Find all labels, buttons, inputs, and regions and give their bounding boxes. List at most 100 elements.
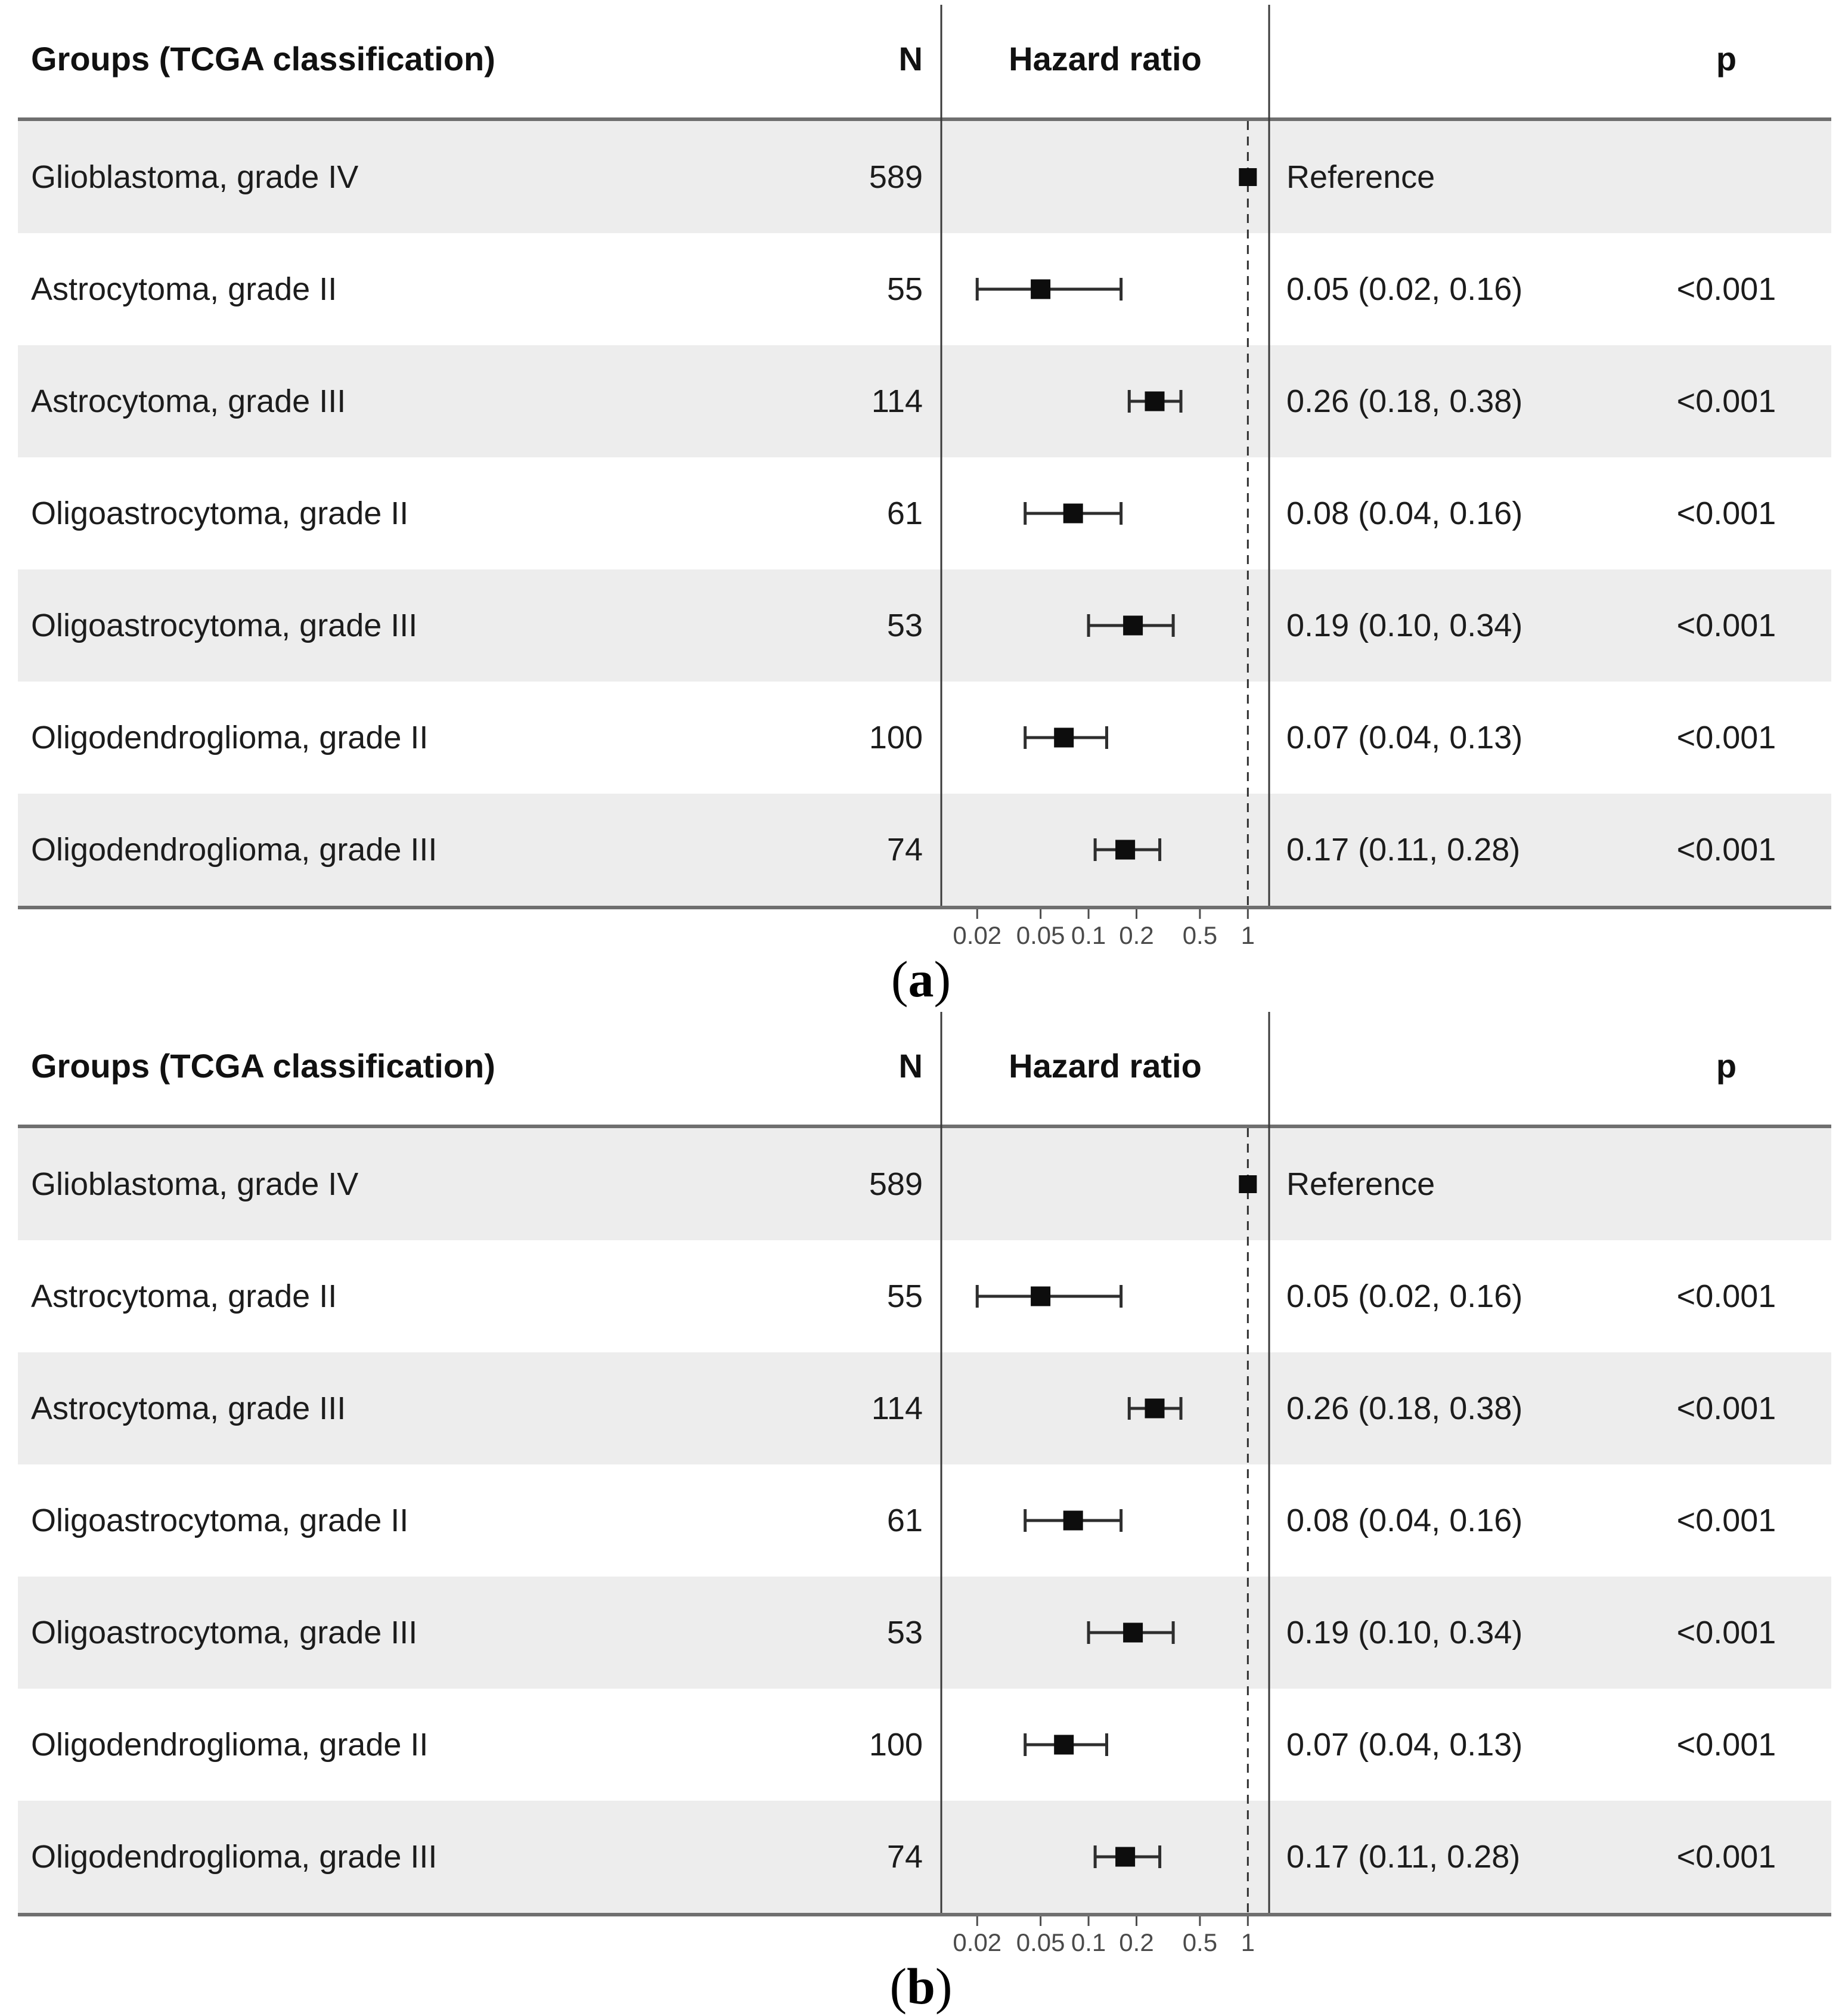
group-label: Oligoastrocytoma, grade II: [31, 496, 409, 531]
caption-paren-close: ): [935, 1958, 953, 2015]
p-value: <0.001: [1676, 496, 1776, 531]
p-value: <0.001: [1676, 1839, 1776, 1875]
axis-tick-label: 0.5: [1182, 1928, 1218, 1956]
hazard-ratio-value: 0.17 (0.11, 0.28): [1286, 832, 1521, 868]
p-value: <0.001: [1676, 1615, 1776, 1650]
p-value: <0.001: [1676, 271, 1776, 307]
n-value: 589: [869, 1166, 923, 1202]
hazard-ratio-value: 0.19 (0.10, 0.34): [1286, 608, 1523, 643]
p-value: <0.001: [1676, 1278, 1776, 1314]
column-header-hazard-ratio: Hazard ratio: [1009, 40, 1202, 78]
axis-tick-label: 0.1: [1071, 921, 1106, 949]
n-value: 74: [886, 832, 923, 868]
table-row: Glioblastoma, grade IV 589 Reference: [18, 121, 1831, 233]
table-top-border: [18, 117, 1831, 121]
axis-tick-label: 0.2: [1119, 921, 1154, 949]
group-label: Oligoastrocytoma, grade III: [31, 1615, 418, 1650]
caption-letter: b: [907, 1958, 935, 2015]
group-label: Oligoastrocytoma, grade III: [31, 608, 418, 643]
group-label: Oligoastrocytoma, grade II: [31, 1503, 409, 1538]
p-value: <0.001: [1676, 832, 1776, 868]
p-value: <0.001: [1676, 383, 1776, 419]
axis-tick-label: 1: [1241, 921, 1255, 949]
hazard-ratio-value: 0.26 (0.18, 0.38): [1286, 1391, 1523, 1426]
n-value: 55: [886, 271, 923, 307]
forest-panel-a: Glioblastoma, grade IV 589 Reference Ast…: [0, 0, 1842, 1009]
group-label: Astrocytoma, grade III: [31, 383, 346, 419]
hazard-ratio-value: 0.08 (0.04, 0.16): [1286, 496, 1523, 531]
n-value: 114: [871, 383, 923, 419]
axis-tick-label: 0.02: [953, 921, 1002, 949]
caption-paren-close: ): [934, 950, 951, 1008]
column-header-p: p: [1716, 40, 1737, 78]
hazard-ratio-value: 0.05 (0.02, 0.16): [1286, 1278, 1523, 1314]
hazard-ratio-value: 0.26 (0.18, 0.38): [1286, 383, 1523, 419]
p-value: <0.001: [1676, 1503, 1776, 1538]
hazard-ratio-value: 0.07 (0.04, 0.13): [1286, 720, 1523, 755]
group-label: Glioblastoma, grade IV: [31, 1166, 359, 1202]
column-header-hazard-ratio: Hazard ratio: [1009, 1047, 1202, 1085]
n-value: 589: [869, 159, 923, 195]
n-value: 74: [886, 1839, 923, 1875]
hazard-ratio-value: 0.07 (0.04, 0.13): [1286, 1727, 1523, 1763]
group-label: Astrocytoma, grade II: [31, 271, 337, 307]
table-row: Oligodendroglioma, grade II 100 0.07 (0.…: [18, 682, 1831, 794]
hazard-ratio-value: 0.17 (0.11, 0.28): [1286, 1839, 1521, 1875]
table-bottom-border: [18, 1913, 1831, 1916]
table-row: Oligodendroglioma, grade III 74 0.17 (0.…: [18, 1801, 1831, 1913]
table-row: Oligodendroglioma, grade III 74 0.17 (0.…: [18, 794, 1831, 906]
table-bottom-border: [18, 906, 1831, 909]
table-row: Astrocytoma, grade III 114 0.26 (0.18, 0…: [18, 345, 1831, 457]
table-row: Oligoastrocytoma, grade III 53 0.19 (0.1…: [18, 569, 1831, 682]
n-value: 114: [871, 1391, 923, 1426]
table-row: Oligoastrocytoma, grade II 61 0.08 (0.04…: [18, 457, 1831, 569]
column-header-groups: Groups (TCGA classification): [31, 1047, 495, 1085]
n-value: 53: [886, 608, 923, 643]
table-row: Oligoastrocytoma, grade III 53 0.19 (0.1…: [18, 1577, 1831, 1689]
panel-caption-a: (a): [0, 949, 1842, 1009]
axis-tick-label: 0.05: [1016, 921, 1065, 949]
n-value: 61: [886, 496, 923, 531]
table-row: Astrocytoma, grade II 55 0.05 (0.02, 0.1…: [18, 1240, 1831, 1352]
n-value: 61: [886, 1503, 923, 1538]
x-axis-tick-labels: 0.02 0.05 0.1 0.2 0.5 1: [0, 1928, 1842, 1959]
group-label: Oligodendroglioma, grade III: [31, 1839, 438, 1875]
table-row: Oligodendroglioma, grade II 100 0.07 (0.…: [18, 1689, 1831, 1801]
panel-caption-b: (b): [0, 1956, 1842, 2016]
axis-tick-label: 1: [1241, 1928, 1255, 1956]
n-value: 100: [869, 1727, 923, 1763]
group-label: Oligodendroglioma, grade II: [31, 720, 429, 755]
caption-paren-open: (: [891, 950, 908, 1008]
caption-letter: a: [908, 950, 934, 1008]
column-header-groups: Groups (TCGA classification): [31, 40, 495, 78]
p-value: [1637, 121, 1816, 233]
column-header-p: p: [1716, 1047, 1737, 1085]
table-row: Astrocytoma, grade II 55 0.05 (0.02, 0.1…: [18, 233, 1831, 345]
caption-paren-open: (: [889, 1958, 907, 2015]
p-value: <0.001: [1676, 1391, 1776, 1426]
hazard-ratio-value: 0.05 (0.02, 0.16): [1286, 271, 1523, 307]
table-rows: Glioblastoma, grade IV 589 Reference Ast…: [0, 0, 1842, 1007]
axis-tick-label: 0.5: [1182, 921, 1218, 949]
x-axis-tick-labels: 0.02 0.05 0.1 0.2 0.5 1: [0, 921, 1842, 952]
p-value: <0.001: [1676, 1727, 1776, 1763]
hazard-ratio-value: 0.19 (0.10, 0.34): [1286, 1615, 1523, 1650]
axis-tick-label: 0.02: [953, 1928, 1002, 1956]
axis-tick-label: 0.2: [1119, 1928, 1154, 1956]
column-header-n: N: [898, 1047, 923, 1085]
hazard-ratio-value: Reference: [1286, 159, 1435, 195]
table-row: Oligoastrocytoma, grade II 61 0.08 (0.04…: [18, 1464, 1831, 1577]
group-label: Astrocytoma, grade III: [31, 1391, 346, 1426]
table-row: Astrocytoma, grade III 114 0.26 (0.18, 0…: [18, 1352, 1831, 1464]
hazard-ratio-value: 0.08 (0.04, 0.16): [1286, 1503, 1523, 1538]
column-header-n: N: [898, 40, 923, 78]
hazard-ratio-value: Reference: [1286, 1166, 1435, 1202]
n-value: 100: [869, 720, 923, 755]
group-label: Astrocytoma, grade II: [31, 1278, 337, 1314]
axis-tick-label: 0.05: [1016, 1928, 1065, 1956]
group-label: Oligodendroglioma, grade III: [31, 832, 438, 868]
table-row: Glioblastoma, grade IV 589 Reference: [18, 1128, 1831, 1240]
p-value: <0.001: [1676, 720, 1776, 755]
n-value: 53: [886, 1615, 923, 1650]
